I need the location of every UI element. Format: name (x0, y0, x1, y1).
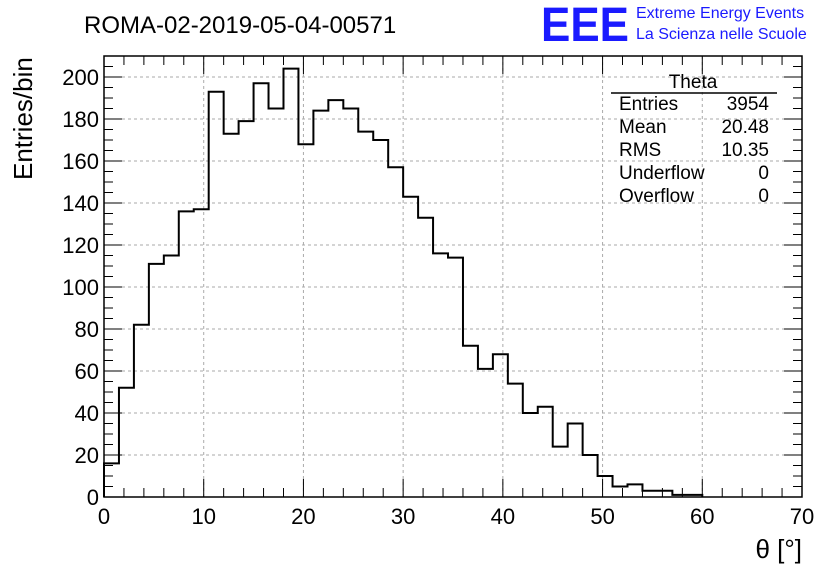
logo-line2: La Scienza nelle Scuole (636, 26, 807, 43)
y-tick-label: 180 (62, 107, 99, 132)
stats-name: Theta (669, 72, 718, 93)
x-tick-label: 70 (790, 504, 814, 529)
stats-row-label: Entries (619, 94, 678, 115)
histogram-bin (149, 264, 164, 497)
stats-box: Theta Entries 3954 Mean 20.48 RMS 10.35 Underf… (611, 72, 777, 207)
stats-row-label: Mean (619, 117, 667, 138)
stats-row-label: RMS (619, 140, 661, 161)
x-tick-label: 0 (98, 504, 110, 529)
y-tick-label: 20 (75, 443, 99, 468)
histogram-outline (103, 67, 704, 497)
histogram-bin (358, 132, 373, 497)
y-tick-labels: 0 20 40 60 80 100 120 140 160 180 200 (62, 65, 99, 510)
histogram-bin (179, 211, 194, 497)
x-tick-label: 60 (690, 504, 714, 529)
logo-mark: EEE (541, 0, 629, 52)
histogram-bin (568, 424, 583, 498)
y-axis-title: Entries/bin (8, 57, 38, 180)
histogram-bin (254, 83, 269, 497)
stats-row-value: 10.35 (721, 140, 769, 161)
x-tick-label: 30 (391, 504, 415, 529)
stats-rows: Entries 3954 Mean 20.48 RMS 10.35 Underflow 0 Ov… (619, 94, 769, 207)
histogram-bin (553, 447, 568, 497)
histogram-bin (104, 463, 119, 497)
chart-title: ROMA-02-2019-05-04-00571 (84, 12, 396, 39)
histogram-bin (583, 455, 598, 497)
histogram-bin (538, 407, 553, 497)
histogram-bin (478, 369, 493, 497)
histogram-bin (448, 258, 463, 497)
histogram-bin (119, 388, 134, 497)
histogram-bin (164, 256, 179, 498)
y-tick-label: 140 (62, 191, 99, 216)
histogram-bin (298, 144, 313, 497)
histogram-bin (508, 384, 523, 497)
histogram-bin (209, 92, 224, 497)
x-tick-label: 20 (291, 504, 315, 529)
histogram-bin (194, 209, 209, 497)
histogram-bin (328, 100, 343, 497)
histogram-bin (628, 484, 643, 497)
y-tick-label: 100 (62, 275, 99, 300)
x-tick-label: 10 (191, 504, 215, 529)
y-tick-label: 0 (87, 485, 99, 510)
histogram-bin (313, 111, 328, 497)
stats-row-value: 3954 (727, 94, 770, 115)
eee-logo: EEE Extreme Energy Events La Scienza nel… (541, 0, 807, 52)
histogram-bin (134, 325, 149, 497)
stats-row-value: 20.48 (721, 117, 769, 138)
histogram-bin (463, 346, 478, 497)
grid-lines (104, 56, 802, 497)
y-tick-label: 200 (62, 65, 99, 90)
axis-ticks (103, 55, 803, 498)
stats-row-value: 0 (758, 163, 769, 184)
y-tick-label: 120 (62, 233, 99, 258)
y-tick-label: 40 (75, 401, 99, 426)
x-tick-label: 50 (590, 504, 614, 529)
y-tick-label: 60 (75, 359, 99, 384)
x-axis-title: θ [°] (755, 534, 802, 564)
histogram-bins (104, 69, 702, 497)
histogram-bin (613, 487, 628, 498)
histogram-bin (598, 476, 613, 497)
histogram-bin (343, 109, 358, 498)
histogram-bin (493, 354, 508, 497)
x-tick-label: 40 (491, 504, 515, 529)
y-tick-label: 80 (75, 317, 99, 342)
stats-row-value: 0 (758, 186, 769, 207)
histogram-bin (433, 253, 448, 497)
stats-row-label: Overflow (619, 186, 694, 207)
x-tick-labels: 0 10 20 30 40 50 60 70 (98, 504, 814, 529)
histogram-bin (239, 121, 254, 497)
histogram-bin (388, 167, 403, 497)
histogram-bin (373, 140, 388, 497)
histogram-bin (269, 109, 284, 498)
y-tick-label: 160 (62, 149, 99, 174)
stats-row-label: Underflow (619, 163, 705, 184)
histogram-bin (403, 197, 418, 497)
histogram-bin (224, 134, 239, 497)
histogram-bin (283, 69, 298, 497)
logo-line1: Extreme Energy Events (636, 5, 804, 22)
